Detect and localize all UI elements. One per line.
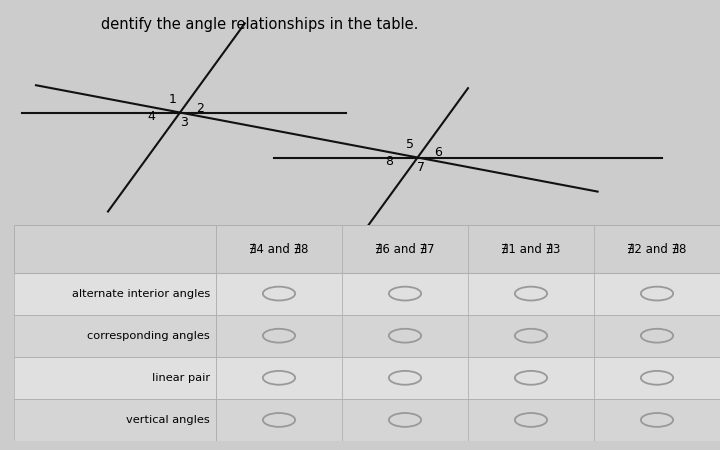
Bar [216,273,720,315]
Text: corresponding angles: corresponding angles [87,331,210,341]
Text: linear pair: linear pair [152,373,210,383]
Text: 8: 8 [384,155,393,167]
Bar [14,399,216,441]
Text: 5: 5 [406,139,415,151]
Text: 6: 6 [434,147,441,159]
Bar [14,315,216,357]
Text: ∄4 and ∄8: ∄4 and ∄8 [249,242,309,255]
Text: 1: 1 [169,94,176,106]
Text: 7: 7 [417,162,426,174]
Text: 4: 4 [148,110,155,122]
Bar [216,399,720,441]
Bar [14,357,216,399]
Text: alternate interior angles: alternate interior angles [72,288,210,299]
Bar [216,357,720,399]
Bar [14,273,216,315]
Text: 2: 2 [197,102,204,114]
Bar [14,225,216,273]
Bar [216,225,720,273]
Text: dentify the angle relationships in the table.: dentify the angle relationships in the t… [101,17,418,32]
Text: vertical angles: vertical angles [126,415,210,425]
Text: ∄1 and ∄3: ∄1 and ∄3 [501,242,561,255]
Bar [216,315,720,357]
Text: ∄2 and ∄8: ∄2 and ∄8 [627,242,687,255]
Text: 3: 3 [180,117,187,129]
Text: ∄6 and ∄7: ∄6 and ∄7 [375,242,435,255]
